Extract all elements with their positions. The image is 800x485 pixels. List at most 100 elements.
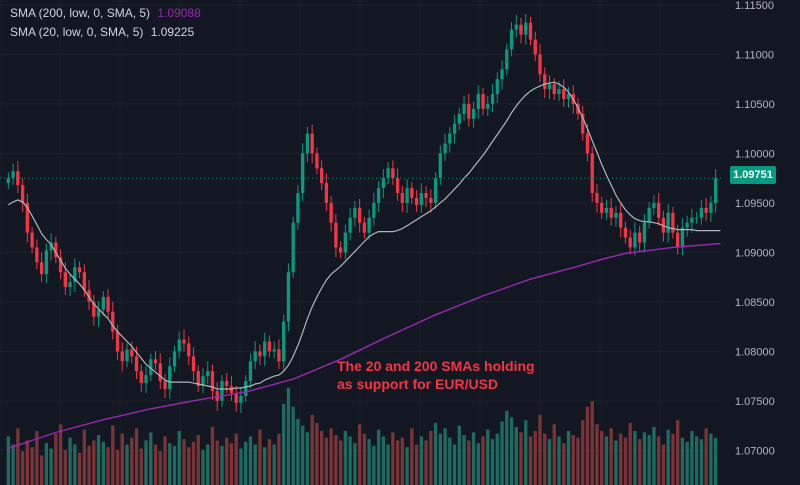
- volume-bar: [6, 436, 11, 485]
- candle-body: [54, 242, 58, 258]
- candle-body: [63, 272, 67, 288]
- volume-bar: [191, 441, 196, 485]
- volume-bar: [187, 447, 191, 485]
- candle-body: [638, 232, 642, 243]
- y-tick-label: 1.08500: [735, 297, 775, 309]
- volume-bar: [600, 431, 604, 485]
- candle-body: [301, 153, 305, 194]
- volume-bar: [172, 445, 177, 485]
- volume-bar: [111, 425, 115, 485]
- volume-bar: [263, 447, 267, 485]
- volume-bar: [685, 441, 689, 485]
- volume-bar: [595, 424, 599, 485]
- candle-body: [386, 168, 390, 179]
- volume-bar: [438, 433, 442, 485]
- volume-bar: [305, 432, 310, 485]
- volume-bar: [258, 429, 262, 485]
- candle-body: [263, 341, 267, 357]
- candle-body: [305, 133, 310, 154]
- candle-body: [595, 193, 599, 203]
- volume-bar: [244, 441, 248, 485]
- volume-bar: [239, 448, 243, 485]
- candle-body: [77, 267, 82, 273]
- volume-bar: [514, 426, 518, 485]
- volume-bar: [481, 436, 485, 485]
- volume-bar: [11, 444, 15, 485]
- volume-bar: [429, 431, 433, 485]
- candle-body: [666, 212, 670, 233]
- candle-body: [11, 171, 15, 179]
- candle-body: [35, 247, 39, 263]
- volume-bar: [277, 433, 281, 485]
- volume-bar: [144, 440, 148, 485]
- candle-body: [182, 339, 186, 344]
- candle-body: [562, 89, 566, 99]
- annotation-line-2: as support for EUR/USD: [337, 376, 499, 392]
- legend-sma200-row[interactable]: SMA (200, low, 0, SMA, 5) 1.09088: [10, 4, 201, 23]
- candle-body: [68, 282, 72, 288]
- y-tick-label: 1.08000: [735, 346, 775, 358]
- candle-body: [628, 237, 632, 248]
- volume-bar: [87, 445, 91, 485]
- candle-body: [149, 359, 153, 376]
- candle-body: [490, 94, 495, 104]
- candle-body: [125, 349, 129, 362]
- volume-bar: [215, 440, 219, 485]
- volume-bar: [623, 437, 628, 485]
- volume-bar: [25, 440, 30, 485]
- candle-body: [495, 79, 499, 95]
- volume-bar: [163, 436, 167, 485]
- legend-sma20-label: SMA (20, low, 0, SMA, 5): [10, 25, 144, 39]
- volume-bar: [381, 436, 386, 485]
- candle-body: [381, 178, 386, 189]
- candle-body: [39, 262, 44, 275]
- volume-bar: [652, 426, 656, 485]
- volume-bar: [619, 433, 623, 485]
- volume-bar: [376, 429, 381, 485]
- volume-bar: [139, 448, 143, 485]
- candle-body: [514, 24, 518, 30]
- volume-bar: [291, 406, 295, 485]
- volume-bar: [638, 439, 642, 485]
- volume-bar: [400, 437, 405, 485]
- candle-body: [353, 207, 357, 218]
- volume-bar: [566, 431, 571, 485]
- candle-body: [177, 339, 181, 352]
- candle-body: [343, 232, 348, 253]
- volume-bar: [657, 436, 661, 485]
- volume-bar: [234, 433, 238, 485]
- candle-body: [713, 178, 718, 203]
- volume-bar: [272, 444, 276, 485]
- candle-body: [609, 207, 613, 218]
- candle-body: [395, 178, 400, 194]
- volume-bar: [177, 431, 181, 485]
- candle-body: [286, 272, 291, 322]
- volume-bar: [424, 440, 428, 485]
- volume-bar: [547, 439, 552, 485]
- volume-bar: [362, 433, 367, 485]
- legend-sma20-row[interactable]: SMA (20, low, 0, SMA, 5) 1.09225: [10, 23, 201, 42]
- candle-body: [334, 222, 338, 248]
- volume-bar: [552, 424, 556, 485]
- candle-body: [433, 178, 438, 203]
- volume-bar: [713, 437, 718, 485]
- volume-bar: [301, 425, 305, 485]
- candle-body: [168, 366, 172, 389]
- volume-bar: [282, 404, 286, 485]
- candle-body: [467, 103, 471, 119]
- volume-bar: [457, 425, 461, 485]
- candle-body: [153, 359, 158, 364]
- candle-body: [443, 143, 447, 154]
- legend-sma20-value: 1.09225: [150, 25, 195, 39]
- volume-bar: [334, 435, 338, 485]
- candle-body: [357, 207, 362, 223]
- volume-bar: [343, 431, 348, 485]
- sma20-line: [8, 81, 721, 390]
- volume-bar: [353, 443, 357, 485]
- volume-bar: [286, 387, 291, 485]
- candle-body: [130, 349, 134, 357]
- volume-bar: [614, 440, 618, 485]
- volume-bar: [386, 444, 390, 485]
- volume-bar: [519, 432, 523, 485]
- volume-bar: [20, 451, 25, 485]
